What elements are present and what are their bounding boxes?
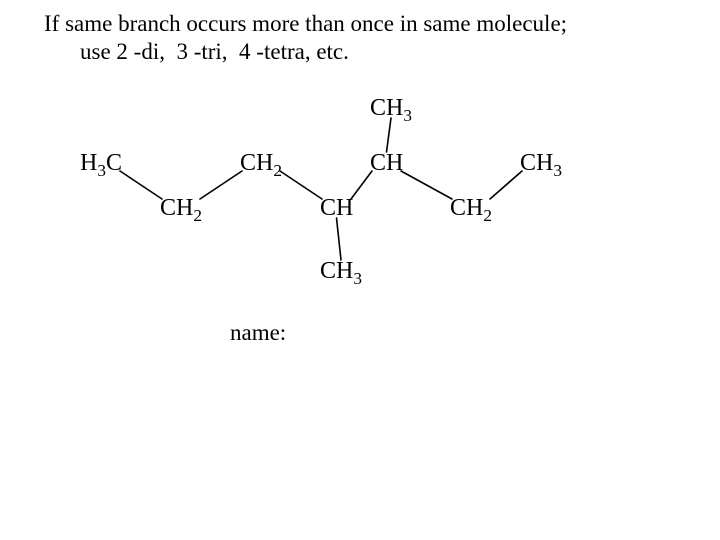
instruction-line-1: If same branch occurs more than once in … [44, 10, 567, 39]
atom-c1: H3C [80, 150, 122, 177]
atom-sub5: CH3 [370, 95, 412, 122]
atom-c2: CH2 [160, 195, 202, 222]
atom-c3: CH2 [240, 150, 282, 177]
atom-sub4: CH3 [320, 258, 362, 285]
atom-c7: CH3 [520, 150, 562, 177]
name-label: name: [230, 320, 286, 346]
atom-c6: CH2 [450, 195, 492, 222]
atom-layer: H3CCH2CH2CHCHCH2CH3CH3CH3 [80, 100, 560, 290]
molecule-diagram: H3CCH2CH2CHCHCH2CH3CH3CH3 [80, 100, 560, 290]
instruction-line-2: use 2 -di, 3 -tri, 4 -tetra, etc. [80, 38, 349, 67]
atom-c4: CH [320, 195, 353, 222]
atom-c5: CH [370, 150, 403, 177]
